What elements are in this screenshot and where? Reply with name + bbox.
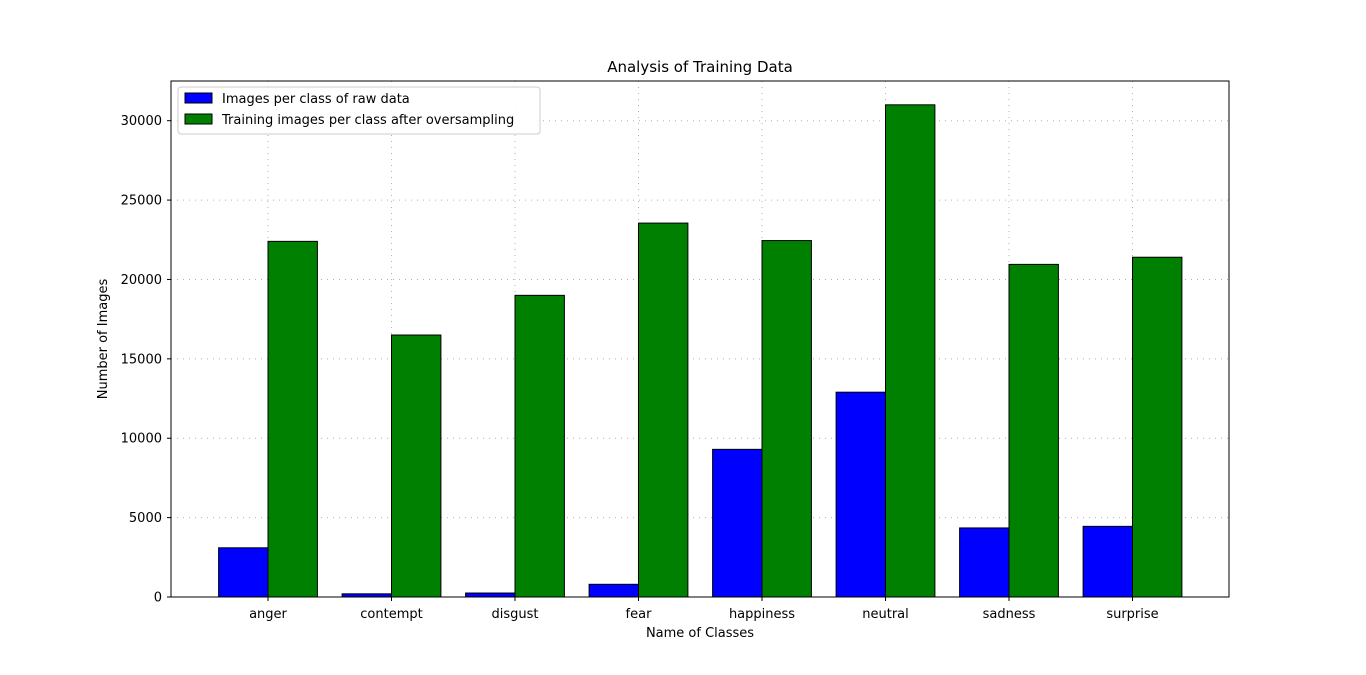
oversampled-bar-anger: [267, 240, 318, 598]
x-tick-label: contempt: [360, 607, 422, 622]
y-axis-title: Number of Images: [96, 279, 111, 400]
legend-swatch: [184, 92, 213, 104]
oversampled-bar-contempt: [391, 334, 442, 598]
raw-data-bar-surprise: [1082, 525, 1133, 598]
y-tick-label: 5000: [129, 511, 162, 526]
grid-lines: [171, 81, 1229, 598]
x-tick-label: neutral: [862, 607, 909, 622]
oversampled-bar-surprise: [1132, 256, 1183, 598]
legend-label: Images per class of raw data: [222, 92, 410, 107]
oversampled-bar-neutral: [885, 104, 936, 598]
y-axis: 0 5000 10000 15000 20000 25000 30000: [121, 114, 171, 606]
raw-data-bar-fear: [588, 583, 639, 598]
bars: [218, 104, 1183, 598]
x-tick-label: happiness: [729, 607, 795, 622]
raw-data-bar-disgust: [465, 592, 516, 598]
x-tick-label: disgust: [492, 607, 539, 622]
raw-data-bar-anger: [218, 547, 269, 598]
legend-swatch: [184, 113, 213, 125]
raw-data-bar-neutral: [835, 391, 886, 598]
oversampled-bar-happiness: [761, 240, 812, 598]
oversampled-bar-sadness: [1008, 263, 1059, 598]
oversampled-bar-disgust: [514, 294, 565, 598]
x-tick-label: anger: [249, 607, 287, 622]
oversampled-bar-fear: [638, 222, 689, 598]
y-tick-label: 30000: [121, 114, 162, 129]
raw-data-bar-sadness: [959, 527, 1010, 598]
y-tick-label: 15000: [121, 352, 162, 367]
chart-title: Analysis of Training Data: [607, 58, 793, 76]
legend: Images per class of raw data Training ima…: [177, 86, 541, 135]
y-tick-label: 0: [154, 591, 162, 606]
x-axis-title: Name of Classes: [646, 626, 754, 641]
y-tick-label: 20000: [121, 273, 162, 288]
x-tick-label: sadness: [983, 607, 1036, 622]
y-tick-label: 25000: [121, 194, 162, 209]
x-axis: anger contempt disgust fear happiness neutral…: [249, 597, 1159, 622]
x-tick-label: surprise: [1106, 607, 1158, 622]
y-tick-label: 10000: [121, 432, 162, 447]
legend-label: Training images per class after oversamp…: [221, 113, 514, 128]
legend-box: [177, 86, 541, 135]
plot-frame: [170, 80, 1230, 598]
x-tick-label: fear: [626, 607, 653, 622]
raw-data-bar-happiness: [712, 448, 763, 598]
